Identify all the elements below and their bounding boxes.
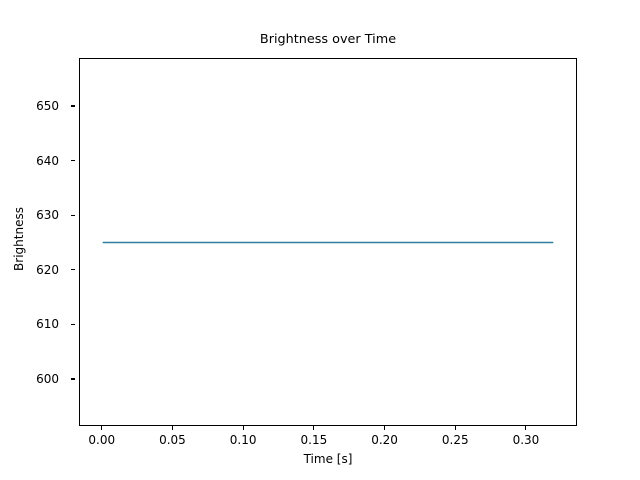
y-tick-mark [71,269,75,271]
y-tick-label: 650 [36,99,59,114]
y-tick-label: 640 [36,153,59,168]
x-tick-mark [242,426,244,430]
y-tick-mark [71,105,75,107]
y-tick-mark [71,378,75,380]
y-axis-label: Brightness [12,207,26,271]
y-tick-label: 620 [36,262,59,277]
x-tick-mark [171,426,173,430]
y-axis-ticks: 600 610 620 630 640 650 [0,58,75,426]
y-tick-label: 610 [36,317,59,332]
chart-title: Brightness over Time [259,32,397,47]
x-axis-label: Time [s] [303,452,353,466]
x-tick-label: 0.00 [88,433,116,447]
x-tick-mark [101,426,103,430]
x-tick-mark [384,426,386,430]
x-tick-label: 0.15 [300,433,328,447]
x-tick-mark [525,426,527,430]
x-tick-label: 0.30 [512,433,540,447]
y-tick-label: 630 [36,208,59,223]
y-tick-mark [71,214,75,216]
x-tick-label: 0.20 [371,433,398,447]
plot-area [79,58,577,426]
x-tick-label: 0.10 [229,433,257,447]
y-tick-mark [71,160,75,162]
x-tick-label: 0.05 [159,433,186,447]
x-tick-label: 0.25 [441,433,469,447]
y-tick-mark [71,323,75,325]
x-tick-mark [454,426,456,430]
y-tick-label: 600 [36,372,59,387]
x-tick-mark [313,426,315,430]
x-axis-ticks: 0.00 0.05 0.10 0.15 0.20 0.25 0.30 [79,426,577,456]
data-line-series [80,59,576,425]
